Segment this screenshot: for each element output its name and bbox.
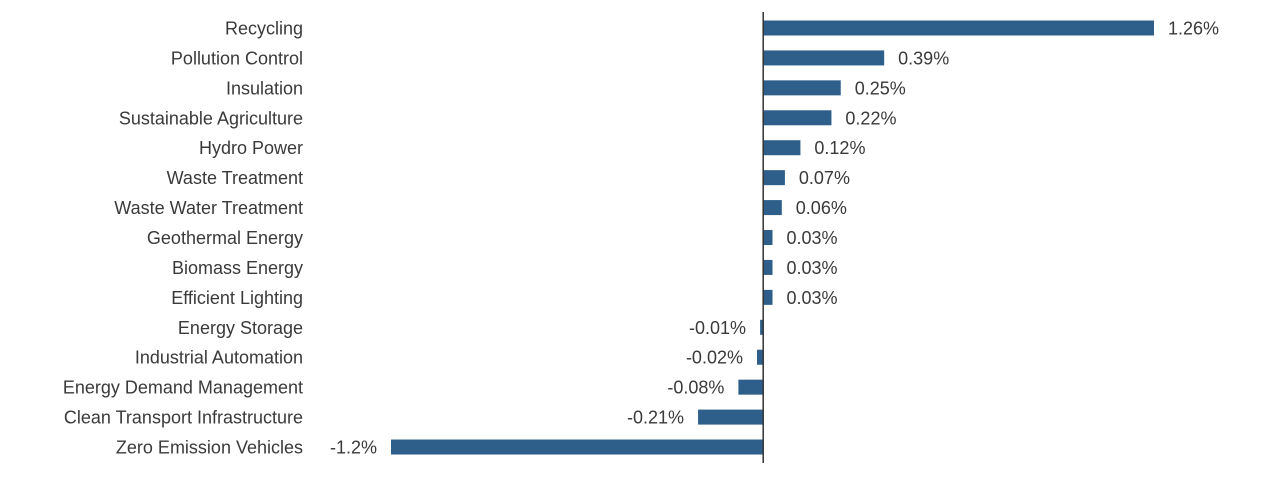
bar-3	[763, 110, 832, 126]
category-label: Efficient Lighting	[171, 288, 303, 308]
category-label: Waste Treatment	[167, 168, 303, 188]
value-label: -0.01%	[689, 318, 746, 338]
bar-7	[763, 230, 773, 246]
category-label: Energy Storage	[178, 318, 303, 338]
value-label: 0.06%	[796, 198, 847, 218]
category-label: Zero Emission Vehicles	[116, 438, 303, 458]
category-label: Sustainable Agriculture	[119, 108, 303, 128]
value-label: 0.03%	[787, 228, 838, 248]
bar-14	[391, 439, 764, 455]
category-label: Recycling	[225, 19, 303, 39]
bar-12	[738, 379, 764, 395]
category-label: Industrial Automation	[135, 348, 303, 368]
bar-2	[763, 80, 841, 96]
value-label: 0.12%	[814, 138, 865, 158]
category-label: Energy Demand Management	[63, 378, 303, 398]
bar-11	[756, 349, 764, 365]
bar-10	[760, 319, 764, 335]
bar-0	[763, 20, 1154, 36]
category-label: Geothermal Energy	[147, 228, 303, 248]
bar-5	[763, 170, 785, 186]
value-label: 0.39%	[898, 48, 949, 68]
value-label: 0.03%	[787, 258, 838, 278]
category-label: Hydro Power	[199, 138, 303, 158]
value-label: -0.02%	[686, 348, 743, 368]
category-label: Pollution Control	[171, 48, 303, 68]
bar-8	[763, 259, 773, 275]
value-label: 0.22%	[845, 108, 896, 128]
value-label: -0.21%	[627, 408, 684, 428]
value-label: 0.07%	[799, 168, 850, 188]
value-label: 0.25%	[855, 78, 906, 98]
bar-9	[763, 289, 773, 305]
value-label: -1.2%	[330, 438, 377, 458]
category-label: Biomass Energy	[172, 258, 303, 278]
category-label: Waste Water Treatment	[114, 198, 303, 218]
value-label: 1.26%	[1168, 19, 1219, 39]
bar-13	[698, 409, 764, 425]
value-label: 0.03%	[787, 288, 838, 308]
category-label: Insulation	[226, 78, 303, 98]
bar-1	[763, 50, 885, 66]
value-label: -0.08%	[667, 378, 724, 398]
bar-6	[763, 200, 782, 216]
category-label: Clean Transport Infrastructure	[64, 408, 303, 428]
bar-4	[763, 140, 801, 156]
